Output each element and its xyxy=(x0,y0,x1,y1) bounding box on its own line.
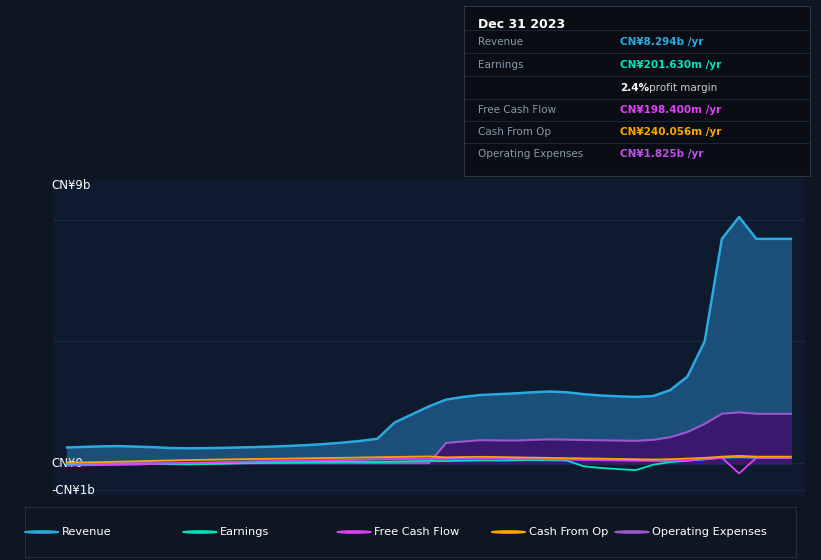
Circle shape xyxy=(183,531,217,533)
Text: Revenue: Revenue xyxy=(62,527,112,537)
Text: profit margin: profit margin xyxy=(649,82,718,92)
Text: Earnings: Earnings xyxy=(478,59,523,69)
Circle shape xyxy=(492,531,525,533)
Text: Free Cash Flow: Free Cash Flow xyxy=(374,527,460,537)
Text: CN¥201.630m /yr: CN¥201.630m /yr xyxy=(620,59,721,69)
Text: -CN¥1b: -CN¥1b xyxy=(52,484,95,497)
Circle shape xyxy=(337,531,371,533)
Text: CN¥0: CN¥0 xyxy=(52,456,84,470)
Text: Free Cash Flow: Free Cash Flow xyxy=(478,105,556,115)
Text: CN¥8.294b /yr: CN¥8.294b /yr xyxy=(620,37,703,47)
Text: Operating Expenses: Operating Expenses xyxy=(478,149,583,159)
Text: Earnings: Earnings xyxy=(220,527,269,537)
Text: Revenue: Revenue xyxy=(478,37,523,47)
Text: 2.4%: 2.4% xyxy=(620,82,649,92)
Text: Dec 31 2023: Dec 31 2023 xyxy=(478,17,565,31)
Text: Cash From Op: Cash From Op xyxy=(529,527,608,537)
Text: Operating Expenses: Operating Expenses xyxy=(652,527,767,537)
Text: CN¥9b: CN¥9b xyxy=(52,179,91,192)
Text: Cash From Op: Cash From Op xyxy=(478,127,551,137)
Circle shape xyxy=(25,531,58,533)
Text: CN¥198.400m /yr: CN¥198.400m /yr xyxy=(620,105,721,115)
Text: CN¥240.056m /yr: CN¥240.056m /yr xyxy=(620,127,721,137)
Circle shape xyxy=(615,531,649,533)
Text: CN¥1.825b /yr: CN¥1.825b /yr xyxy=(620,149,703,159)
